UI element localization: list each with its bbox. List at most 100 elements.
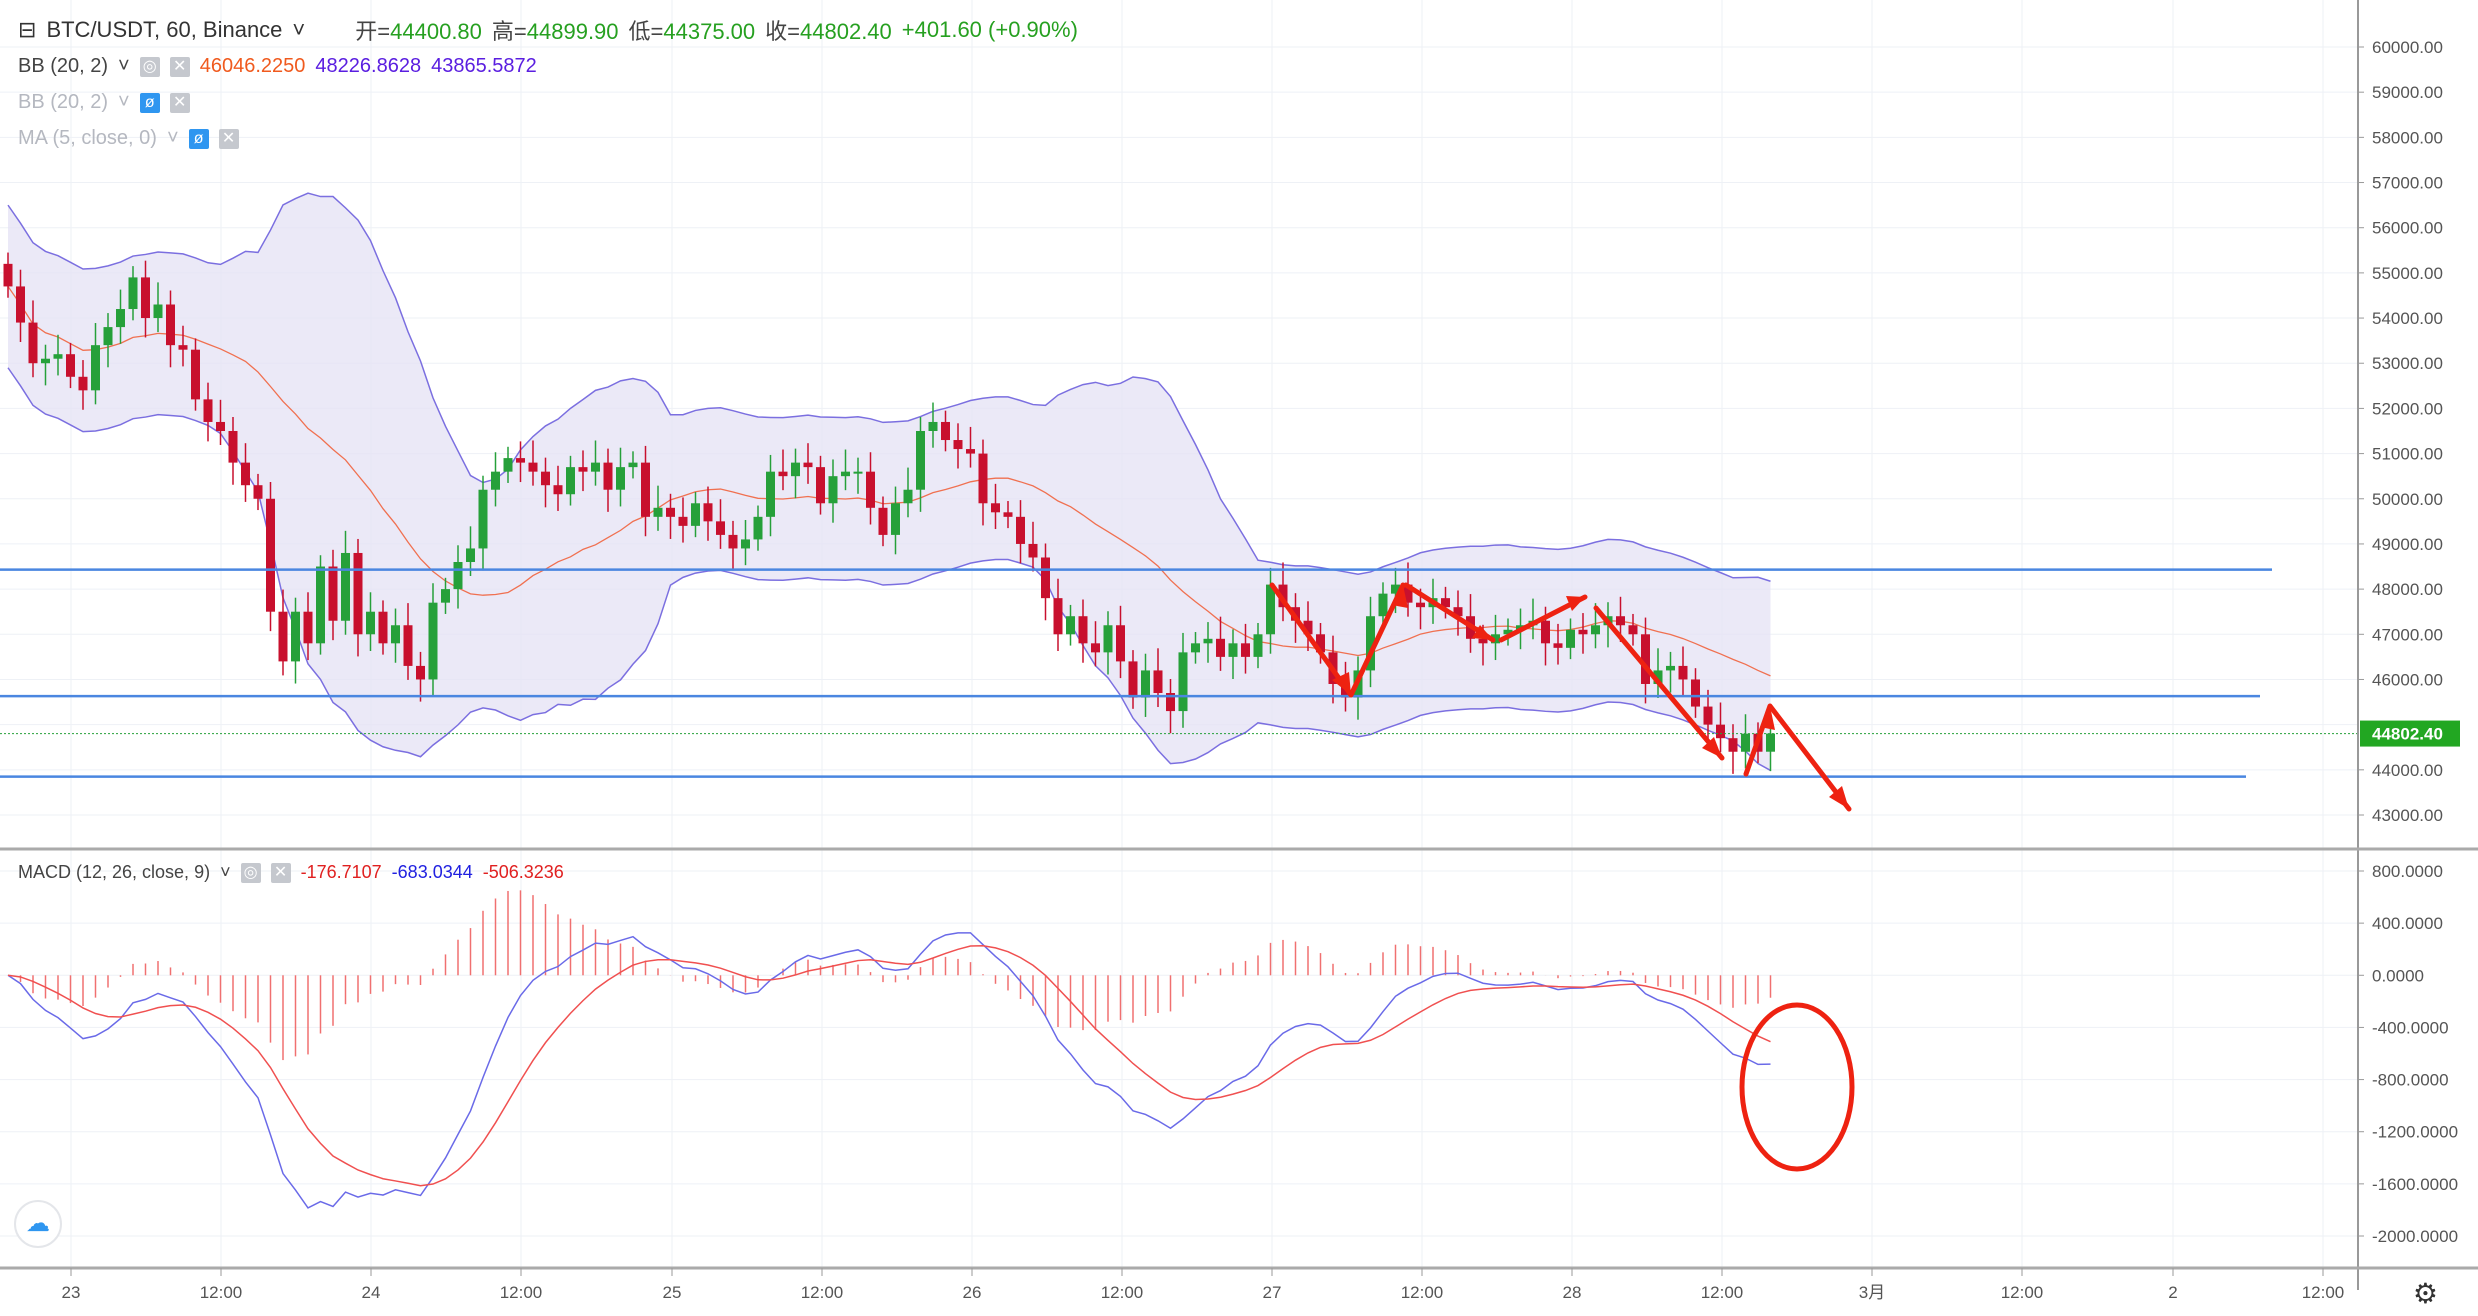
tradingview-logo-icon[interactable]: ☁ xyxy=(14,1200,62,1248)
candle-body xyxy=(316,566,325,644)
price-axis-label: 52000.00 xyxy=(2372,399,2443,418)
candle-body xyxy=(903,489,913,504)
macd-legend[interactable]: MACD (12, 26, close, 9) ˅ ◎ ✕ -176.7107 -6… xyxy=(18,862,564,883)
chevron-down-icon[interactable]: ˅ xyxy=(292,17,306,42)
indicator-label[interactable]: BB (20, 2) xyxy=(18,55,109,77)
candle-body xyxy=(878,507,888,535)
arrowhead xyxy=(1829,786,1849,809)
candle-body xyxy=(378,611,388,644)
close-icon[interactable]: ✕ xyxy=(169,56,190,77)
candle-body xyxy=(1003,512,1013,517)
settings-gear-icon[interactable]: ⚙ xyxy=(2412,1278,2438,1309)
price-axis-label: 59000.00 xyxy=(2372,83,2443,102)
candle-body xyxy=(603,462,613,490)
eye-icon[interactable]: ◎ xyxy=(139,56,160,77)
candle-body xyxy=(291,611,300,662)
candle-body xyxy=(1766,733,1775,752)
candle-body xyxy=(116,309,125,328)
time-axis-label: 12:00 xyxy=(500,1283,543,1302)
eye-icon[interactable]: ◎ xyxy=(240,862,261,883)
price-axis-label: 55000.00 xyxy=(2372,264,2443,283)
candle-body xyxy=(203,399,213,422)
indicator-legend-bb[interactable]: BB (20, 2) ˅ ◎ ✕ 46046.2250 48226.8628 438… xyxy=(18,55,537,78)
candle-body xyxy=(678,516,688,526)
chevron-down-icon[interactable]: ˅ xyxy=(118,55,130,77)
candle-body xyxy=(166,304,175,346)
candle-body xyxy=(1103,625,1113,653)
bb-fill xyxy=(8,193,1771,771)
candle-body xyxy=(403,625,413,666)
arrow-annotation xyxy=(1269,582,1852,812)
candle-body xyxy=(1203,638,1213,644)
candle-body xyxy=(1541,620,1550,644)
close-icon[interactable]: ✕ xyxy=(270,862,291,883)
candle-body xyxy=(1041,557,1050,599)
hidden-eye-icon[interactable]: ø xyxy=(139,92,160,113)
candle-body xyxy=(1153,670,1163,694)
candle-body xyxy=(966,449,975,454)
candle-body xyxy=(691,503,700,526)
indicator-label[interactable]: MACD (12, 26, close, 9) xyxy=(18,862,211,882)
time-axis-label: 12:00 xyxy=(1101,1283,1144,1302)
candle-body xyxy=(366,611,375,635)
time-axis-label: 23 xyxy=(62,1283,81,1302)
candle-body xyxy=(391,625,400,644)
candle-body xyxy=(728,534,738,549)
macd-pane xyxy=(7,890,1772,1209)
time-axis-label: 12:00 xyxy=(801,1283,844,1302)
candle-body xyxy=(741,539,750,549)
bb-basis-value: 46046.2250 xyxy=(199,55,306,77)
macd-axis-label: -800.0000 xyxy=(2372,1071,2449,1090)
macd-axis-label: -1600.0000 xyxy=(2372,1175,2458,1194)
candle-body xyxy=(41,358,50,364)
candle-body xyxy=(441,589,450,603)
candle-body xyxy=(953,440,963,450)
candle-body xyxy=(628,462,638,468)
candle-body xyxy=(1228,643,1238,657)
close-icon[interactable]: ✕ xyxy=(169,92,190,113)
indicator-label[interactable]: MA (5, close, 0) xyxy=(18,127,157,149)
candle-body xyxy=(491,471,500,490)
candle-body xyxy=(28,322,38,364)
candle-body xyxy=(1016,516,1025,544)
candle-body xyxy=(16,286,25,323)
candle-body xyxy=(216,421,225,431)
candle-body xyxy=(191,349,200,400)
horizontal-lines xyxy=(0,568,2358,778)
macd-axis-label: -2000.0000 xyxy=(2372,1227,2458,1246)
collapse-icon[interactable]: ⊟ xyxy=(18,17,37,42)
candle-body xyxy=(1566,629,1575,648)
macd-axis-label: 0.0000 xyxy=(2372,966,2424,985)
hidden-eye-icon[interactable]: ø xyxy=(188,128,209,149)
indicator-legend-bb-hidden[interactable]: BB (20, 2) ˅ ø ✕ xyxy=(18,91,190,114)
bb-lower-value: 43865.5872 xyxy=(431,55,537,77)
macd-axis-label: -400.0000 xyxy=(2372,1018,2449,1037)
candle-body xyxy=(1253,634,1263,657)
candle-body xyxy=(1078,616,1088,644)
indicator-legend-ma[interactable]: MA (5, close, 0) ˅ ø ✕ xyxy=(18,127,239,150)
chevron-down-icon[interactable]: ˅ xyxy=(118,91,130,113)
time-axis-label: 26 xyxy=(963,1283,982,1302)
macd-axis-label: 400.0000 xyxy=(2372,914,2443,933)
circle-annotation xyxy=(1739,1002,1855,1172)
candle-body xyxy=(553,485,563,495)
chevron-down-icon[interactable]: ˅ xyxy=(220,862,231,882)
indicator-label[interactable]: BB (20, 2) xyxy=(18,91,109,113)
arrowhead xyxy=(1472,625,1493,640)
candle-body xyxy=(1628,625,1638,635)
candle-body xyxy=(3,263,13,287)
candle-body xyxy=(516,458,525,463)
candle-body xyxy=(1616,616,1625,626)
candle-body xyxy=(428,602,438,680)
price-axis-label: 44000.00 xyxy=(2372,761,2443,780)
candle-body xyxy=(1178,652,1188,712)
high-label: 高= xyxy=(491,19,527,44)
arrowhead xyxy=(1760,706,1775,730)
close-icon[interactable]: ✕ xyxy=(218,128,239,149)
price-axis-label: 50000.00 xyxy=(2372,490,2443,509)
candle-body xyxy=(1066,616,1075,635)
symbol-selector[interactable]: BTC/USDT, 60, Binance xyxy=(46,17,283,42)
chevron-down-icon[interactable]: ˅ xyxy=(166,127,179,149)
